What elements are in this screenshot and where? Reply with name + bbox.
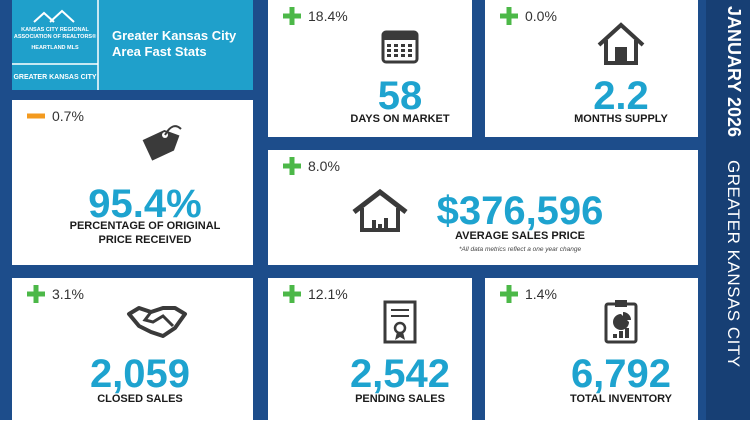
trend-down xyxy=(27,113,45,119)
region-tag: GREATER KANSAS CITY xyxy=(13,74,96,81)
change: 8.0% xyxy=(308,158,340,174)
icon xyxy=(387,49,391,52)
logo-sub: HEARTLAND MLS xyxy=(31,45,79,51)
trend-up xyxy=(289,157,295,175)
trend-up xyxy=(289,7,295,25)
stat-value: 2,059 xyxy=(90,352,190,396)
change: 1.4% xyxy=(525,286,557,302)
change: 3.1% xyxy=(52,286,84,302)
icon xyxy=(408,54,412,57)
tile xyxy=(12,100,253,265)
sidebar-period: JANUARY 2026 xyxy=(724,6,744,137)
icon xyxy=(142,311,175,328)
stat-label: MONTHS SUPPLY xyxy=(574,113,668,125)
change: 12.1% xyxy=(308,286,348,302)
icon xyxy=(613,334,617,338)
icon xyxy=(408,49,412,52)
icon xyxy=(372,220,376,230)
icon xyxy=(352,188,408,214)
stat-value: 2.2 xyxy=(593,74,649,118)
stat-label: PENDING SALES xyxy=(355,393,445,405)
icon xyxy=(401,49,405,52)
stat-label: AVERAGE SALES PRICE xyxy=(455,230,585,242)
icon xyxy=(395,332,405,340)
icon xyxy=(394,44,398,47)
change: 0.0% xyxy=(525,8,557,24)
icon xyxy=(615,300,627,307)
icon xyxy=(383,32,417,40)
stat-label: PRICE RECEIVED xyxy=(99,234,192,246)
trend-up xyxy=(289,285,295,303)
tile xyxy=(485,278,698,420)
icon xyxy=(394,54,398,57)
trend-up xyxy=(33,285,39,303)
icon xyxy=(384,218,388,230)
icon xyxy=(401,54,405,57)
sidebar-region: GREATER KANSAS CITY xyxy=(724,160,743,368)
note: *All data metrics reflect a one year cha… xyxy=(459,246,582,253)
icon xyxy=(401,44,405,47)
stat-value: 2,542 xyxy=(350,352,450,396)
stat-label: CLOSED SALES xyxy=(97,393,183,405)
tile xyxy=(268,0,472,137)
change: 18.4% xyxy=(308,8,348,24)
icon xyxy=(127,306,187,338)
stat-value: 95.4% xyxy=(88,182,201,226)
icon xyxy=(615,47,627,63)
icon xyxy=(378,224,382,230)
icon xyxy=(164,125,182,136)
icon xyxy=(625,328,629,338)
tile xyxy=(268,278,472,420)
change: 0.7% xyxy=(52,108,84,124)
stat-value: $376,596 xyxy=(437,189,604,233)
trend-up xyxy=(506,7,512,25)
icon xyxy=(408,44,412,47)
tile xyxy=(12,278,253,420)
icon xyxy=(394,49,398,52)
icon xyxy=(387,44,391,47)
header-title: Greater Kansas City xyxy=(112,28,237,43)
header-title: Area Fast Stats xyxy=(112,44,207,59)
logo-roofs xyxy=(33,9,75,23)
icon xyxy=(623,312,631,320)
stat-value: 6,792 xyxy=(571,352,671,396)
trend-up xyxy=(506,285,512,303)
sidebar xyxy=(706,0,750,420)
icon xyxy=(619,331,623,338)
icon xyxy=(387,54,391,57)
logo-line: KANSAS CITY REGIONAL xyxy=(21,27,89,33)
header-panel xyxy=(12,0,253,90)
icon xyxy=(142,130,180,161)
stat-label: DAYS ON MARKET xyxy=(350,113,449,125)
icon xyxy=(383,300,417,344)
tile xyxy=(485,0,698,137)
logo-line: ASSOCIATION OF REALTORS® xyxy=(14,33,96,40)
stat-value: 58 xyxy=(378,74,423,118)
stat-label: PERCENTAGE OF ORIGINAL xyxy=(70,220,221,232)
stat-label: TOTAL INVENTORY xyxy=(570,393,673,405)
tile xyxy=(268,150,698,265)
